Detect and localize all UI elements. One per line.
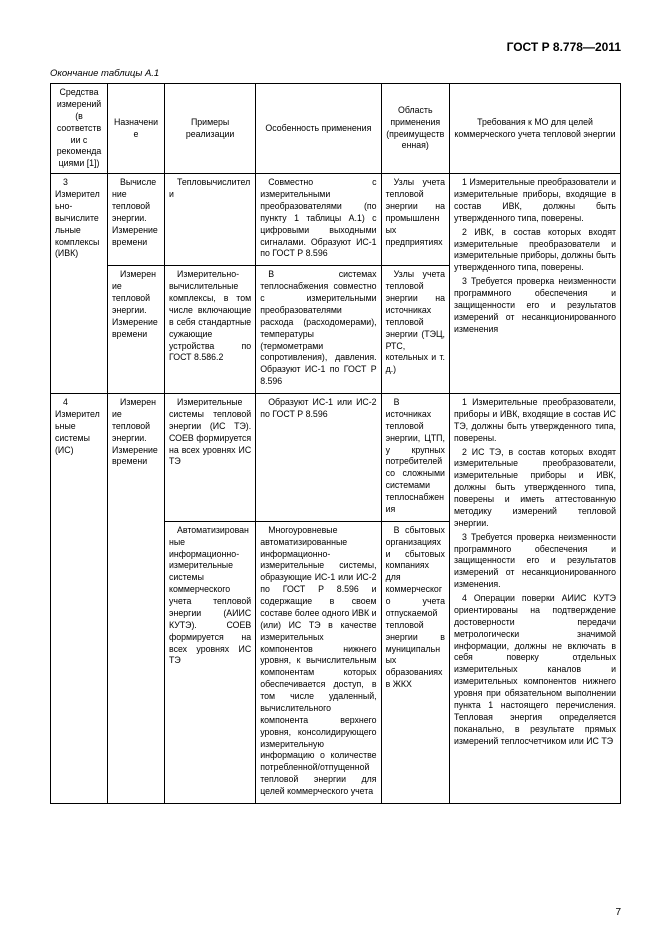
table-row: 3 Измерительно-вычислительные комплексы …	[51, 174, 621, 266]
col-header: Особенность применения	[256, 84, 381, 174]
page-number: 7	[615, 907, 621, 918]
table-row: 4 Измерительные системы (ИС) Измерение т…	[51, 394, 621, 522]
page: ГОСТ Р 8.778—2011 Окончание таблицы А.1 …	[0, 0, 661, 936]
cell-scope: Узлы учета тепловой энергии на источника…	[381, 266, 449, 394]
col-header: Область применения (преимущественная)	[381, 84, 449, 174]
cell-scope: В сбытовых организациях и сбытовых компа…	[381, 521, 449, 803]
cell-feature: В системах теплоснабжения совместно с из…	[256, 266, 381, 394]
cell-requirements: 1 Измерительные преобразователи, приборы…	[449, 394, 620, 804]
col-header: Средства измерений (в соответствии с рек…	[51, 84, 108, 174]
cell-examples: Измерительно-вычислительные комплексы, в…	[165, 266, 256, 394]
cell-examples: Автоматизированные информационно-измерит…	[165, 521, 256, 803]
cell-scope: Узлы учета тепловой энергии на промышлен…	[381, 174, 449, 266]
cell-feature: Многоуровневые автоматизированные информ…	[256, 521, 381, 803]
cell-scope: В источниках тепловой энергии, ЦТП, у кр…	[381, 394, 449, 522]
cell-measure: 4 Измерительные системы (ИС)	[51, 394, 108, 804]
document-header: ГОСТ Р 8.778—2011	[50, 40, 621, 54]
table-header-row: Средства измерений (в соответствии с рек…	[51, 84, 621, 174]
cell-purpose: Измерение тепловой энергии. Измерение вр…	[108, 266, 165, 394]
cell-feature: Совместно с измерительными преобразовате…	[256, 174, 381, 266]
cell-purpose: Измерение тепловой энергии. Измерение вр…	[108, 394, 165, 804]
cell-examples: Тепловычислители	[165, 174, 256, 266]
cell-measure: 3 Измерительно-вычислительные комплексы …	[51, 174, 108, 394]
col-header: Назначение	[108, 84, 165, 174]
appendix-table: Средства измерений (в соответствии с рек…	[50, 83, 621, 804]
col-header: Примеры реализации	[165, 84, 256, 174]
cell-feature: Образуют ИС-1 или ИС-2 по ГОСТ Р 8.596	[256, 394, 381, 522]
table-caption: Окончание таблицы А.1	[50, 68, 621, 79]
cell-purpose: Вычисление тепловой энергии. Измерение в…	[108, 174, 165, 266]
col-header: Требования к МО для целей коммерческого …	[449, 84, 620, 174]
cell-examples: Измерительные системы тепловой энергии (…	[165, 394, 256, 522]
cell-requirements: 1 Измерительные преобразователи и измери…	[449, 174, 620, 394]
